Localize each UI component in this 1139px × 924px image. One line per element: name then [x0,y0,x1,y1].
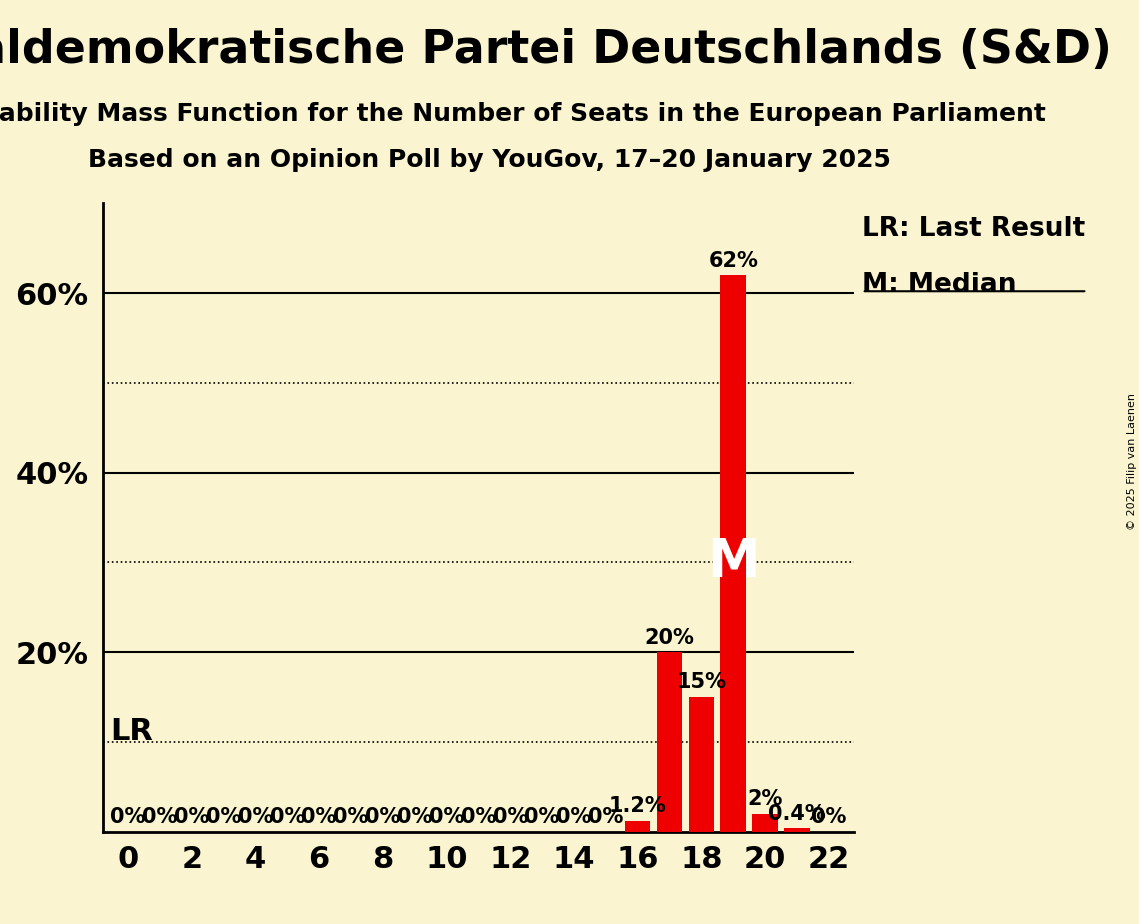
Text: 0%: 0% [460,807,497,827]
Text: 0%: 0% [366,807,401,827]
Text: M: Median: M: Median [862,273,1016,298]
Text: LR: Last Result: LR: Last Result [862,216,1085,242]
Text: 0%: 0% [492,807,527,827]
Text: 0%: 0% [398,807,433,827]
Bar [689,697,714,832]
Bar [784,828,810,832]
Text: 0%: 0% [174,807,210,827]
Text: M: M [707,536,760,589]
Text: 0%: 0% [429,807,465,827]
Bar [657,652,682,832]
Text: 0%: 0% [334,807,369,827]
Text: © 2025 Filip van Laenen: © 2025 Filip van Laenen [1126,394,1137,530]
Text: 0%: 0% [556,807,591,827]
Text: 0.4%: 0.4% [768,804,826,823]
Text: 0%: 0% [270,807,305,827]
Text: 0%: 0% [811,807,846,827]
Bar [753,814,778,832]
Text: 0%: 0% [588,807,623,827]
Text: LR: LR [110,717,154,747]
Text: Based on an Opinion Poll by YouGov, 17–20 January 2025: Based on an Opinion Poll by YouGov, 17–2… [89,148,891,172]
Text: Sozialdemokratische Partei Deutschlands (S&D): Sozialdemokratische Partei Deutschlands … [0,28,1112,73]
Bar [625,821,650,832]
Text: 0%: 0% [238,807,273,827]
Text: 0%: 0% [524,807,559,827]
Text: 0%: 0% [302,807,337,827]
Bar [721,275,746,832]
Text: 0%: 0% [206,807,241,827]
Text: Probability Mass Function for the Number of Seats in the European Parliament: Probability Mass Function for the Number… [0,102,1047,126]
Text: 1.2%: 1.2% [608,796,666,816]
Text: 62%: 62% [708,250,759,271]
Text: 0%: 0% [142,807,178,827]
Text: 15%: 15% [677,673,727,692]
Text: 0%: 0% [110,807,146,827]
Text: 20%: 20% [645,627,695,648]
Text: 2%: 2% [747,789,782,809]
